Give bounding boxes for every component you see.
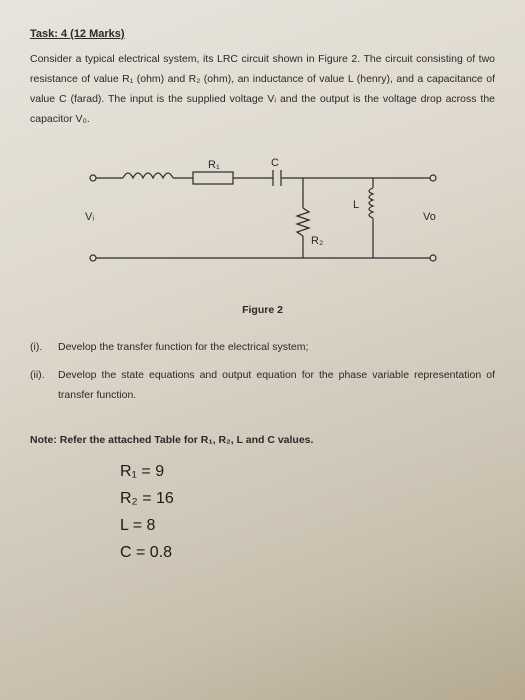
handwritten-l: L = 8 xyxy=(120,512,495,539)
handwritten-values: R₁ = 9 R₂ = 16 L = 8 C = 0.8 xyxy=(30,458,495,567)
label-vo: Vo xyxy=(423,211,436,223)
circuit-diagram: R₁ C L R₂ Vᵢ Vo xyxy=(73,148,453,298)
question-number: (ii). xyxy=(30,366,58,406)
handwritten-r2: R₂ = 16 xyxy=(120,485,495,512)
label-c: C xyxy=(271,157,279,169)
question-item: (ii). Develop the state equations and ou… xyxy=(30,366,495,406)
question-text: Develop the state equations and output e… xyxy=(58,366,495,406)
note: Note: Refer the attached Table for R₁, R… xyxy=(30,434,495,446)
question-number: (i). xyxy=(30,338,58,358)
label-vi: Vᵢ xyxy=(85,211,94,223)
label-r1: R₁ xyxy=(208,159,220,171)
question-item: (i). Develop the transfer function for t… xyxy=(30,338,495,358)
question-list: (i). Develop the transfer function for t… xyxy=(30,338,495,406)
label-r2: R₂ xyxy=(311,235,323,247)
label-l: L xyxy=(353,199,359,211)
question-text: Develop the transfer function for the el… xyxy=(58,338,495,358)
figure-caption: Figure 2 xyxy=(30,304,495,316)
task-label: Task: 4 xyxy=(30,28,67,40)
problem-statement: Consider a typical electrical system, it… xyxy=(30,50,495,130)
task-marks: (12 Marks) xyxy=(70,28,124,40)
worksheet-page: Task: 4 (12 Marks) Consider a typical el… xyxy=(0,0,525,700)
handwritten-c: C = 0.8 xyxy=(120,539,495,566)
task-header: Task: 4 (12 Marks) xyxy=(30,28,495,40)
handwritten-r1: R₁ = 9 xyxy=(120,458,495,485)
